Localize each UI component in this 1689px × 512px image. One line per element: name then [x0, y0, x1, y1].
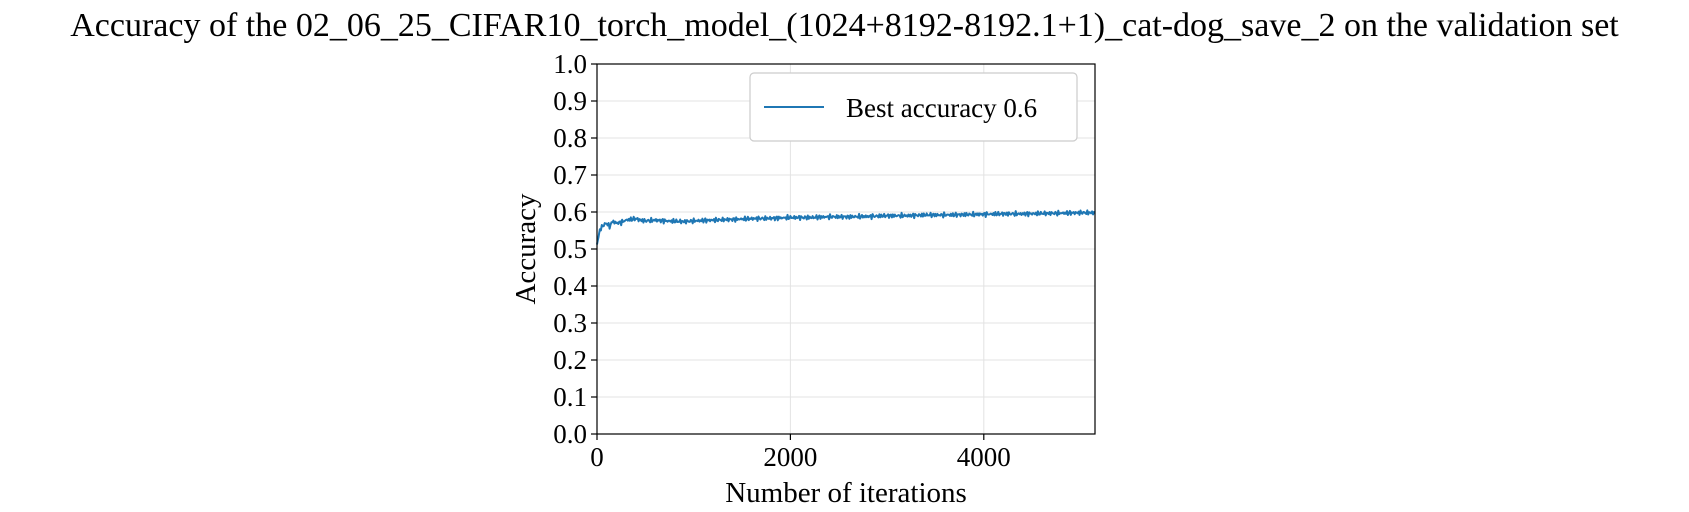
y-tick-label: 0.0 — [553, 419, 587, 449]
y-tick-label: 0.5 — [553, 234, 587, 264]
y-tick-label: 0.3 — [553, 308, 587, 338]
series-layer — [596, 209, 1096, 245]
chart-title: Accuracy of the 02_06_25_CIFAR10_torch_m… — [70, 7, 1619, 44]
legend-box — [749, 72, 1078, 142]
y-tick-label: 1.0 — [553, 49, 587, 79]
legend: Best accuracy 0.6 — [749, 72, 1078, 142]
y-axis-label: Accuracy — [510, 193, 542, 305]
x-axis-label: Number of iterations — [725, 477, 967, 509]
series-line-0 — [596, 209, 1096, 245]
y-tick-label: 0.4 — [553, 271, 587, 301]
y-tick-label: 0.6 — [553, 197, 587, 227]
x-tick-label: 2000 — [763, 442, 817, 472]
y-tick-label: 0.7 — [553, 160, 587, 190]
x-tick-label: 0 — [590, 442, 604, 472]
x-tick-label: 4000 — [957, 442, 1011, 472]
ticks: 0.0 0.1 0.2 0.3 0.4 0.5 0.6 0.7 0.8 0.9 1.0 0 2000 40… — [553, 49, 1011, 472]
y-tick-label: 0.8 — [553, 123, 587, 153]
legend-label: Best accuracy 0.6 — [846, 93, 1037, 123]
y-tick-label: 0.2 — [553, 345, 587, 375]
y-tick-label: 0.1 — [553, 382, 587, 412]
y-tick-label: 0.9 — [553, 86, 587, 116]
